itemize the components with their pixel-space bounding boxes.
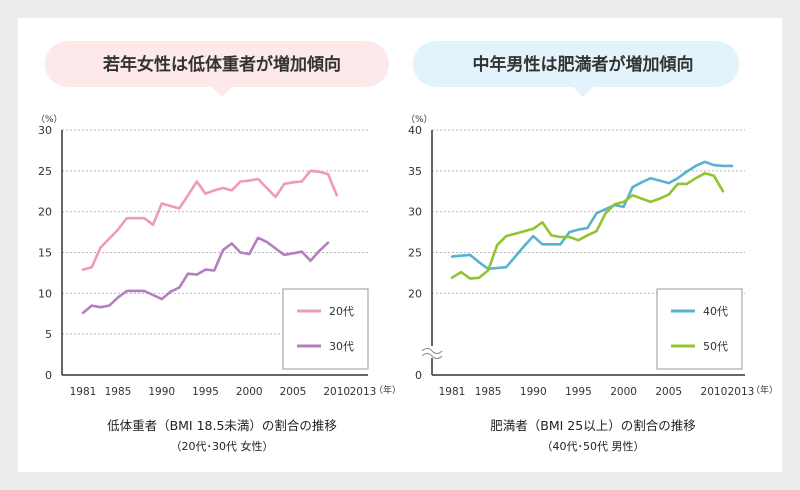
- right-y-tick-label: 0: [415, 369, 422, 382]
- right-caption: 肥満者（BMI 25以上）の割合の推移: [490, 418, 695, 433]
- right-y-tick-label: 20: [408, 287, 422, 300]
- right-y-tick-label: 40: [408, 124, 422, 137]
- chart-panel: [18, 18, 782, 472]
- left-legend-label: 20代: [329, 305, 354, 318]
- left-y-unit: （%）: [36, 114, 63, 125]
- left-series-line-30代: [81, 236, 330, 315]
- left-y-tick-label: 30: [38, 124, 52, 137]
- right-x-tick-label: 2000: [610, 386, 637, 398]
- left-y-tick-label: 15: [38, 247, 52, 260]
- left-series-line-20代: [81, 169, 339, 271]
- left-legend-label: 30代: [329, 340, 354, 353]
- left-x-tick-label: 1985: [105, 386, 132, 398]
- right-x-tick-label: 2010: [701, 386, 728, 398]
- right-chart: 0 20 25 30 35 40（%） （年） 1981 1985 1990 1995 2000 200…: [406, 114, 778, 398]
- right-y-tick-label: 25: [408, 246, 422, 259]
- left-legend: [282, 288, 369, 370]
- left-headline-bubble: 若年女性は低体重者が増加傾向: [45, 41, 389, 97]
- right-x-unit: （年）: [751, 384, 778, 396]
- right-x-tick-label: 1995: [565, 386, 592, 398]
- left-y-tick-label: 0: [45, 369, 52, 382]
- right-headline-bubble: 中年男性は肥満者が増加傾向: [413, 41, 739, 97]
- left-x-tick-label: 1995: [192, 386, 219, 398]
- right-y-tick-label: 35: [408, 165, 422, 178]
- left-subcaption: （20代･30代 女性）: [171, 439, 274, 453]
- axis-break-mark: [421, 353, 443, 359]
- left-x-unit: （年）: [374, 384, 401, 396]
- axis-break-mark: [421, 348, 443, 354]
- right-legend-label: 40代: [703, 305, 728, 318]
- left-y-tick-label: 5: [45, 328, 52, 341]
- right-x-tick-label: 1990: [520, 386, 547, 398]
- right-y-unit: （%）: [406, 114, 433, 125]
- right-subcaption: （40代･50代 男性）: [542, 439, 645, 453]
- left-x-tick-label: 2013: [350, 386, 377, 398]
- left-chart: 0 5 10 15 20 25 30（%） （年） 1981 1985 1990 1995 2000 20…: [36, 114, 401, 398]
- right-x-tick-label: 1985: [475, 386, 502, 398]
- left-y-tick-label: 10: [38, 287, 52, 300]
- right-x-tick-label: 1981: [439, 386, 466, 398]
- left-headline: 若年女性は低体重者が増加傾向: [102, 54, 341, 75]
- right-legend: [656, 288, 743, 370]
- right-series-line-40代: [450, 160, 734, 271]
- right-x-tick-label: 2005: [655, 386, 682, 398]
- left-x-tick-label: 2005: [280, 386, 307, 398]
- right-x-tick-label: 2013: [728, 386, 755, 398]
- left-caption: 低体重者（BMI 18.5未満）の割合の推移: [107, 418, 337, 433]
- right-headline: 中年男性は肥満者が増加傾向: [473, 54, 694, 75]
- right-series-line-50代: [450, 172, 725, 280]
- left-x-tick-label: 2000: [236, 386, 263, 398]
- left-y-tick-label: 25: [38, 165, 52, 178]
- left-x-tick-label: 1990: [148, 386, 175, 398]
- left-x-tick-label: 2010: [323, 386, 350, 398]
- left-x-tick-label: 1981: [70, 386, 97, 398]
- right-legend-label: 50代: [703, 340, 728, 353]
- right-y-tick-label: 30: [408, 206, 422, 219]
- left-y-tick-label: 20: [38, 206, 52, 219]
